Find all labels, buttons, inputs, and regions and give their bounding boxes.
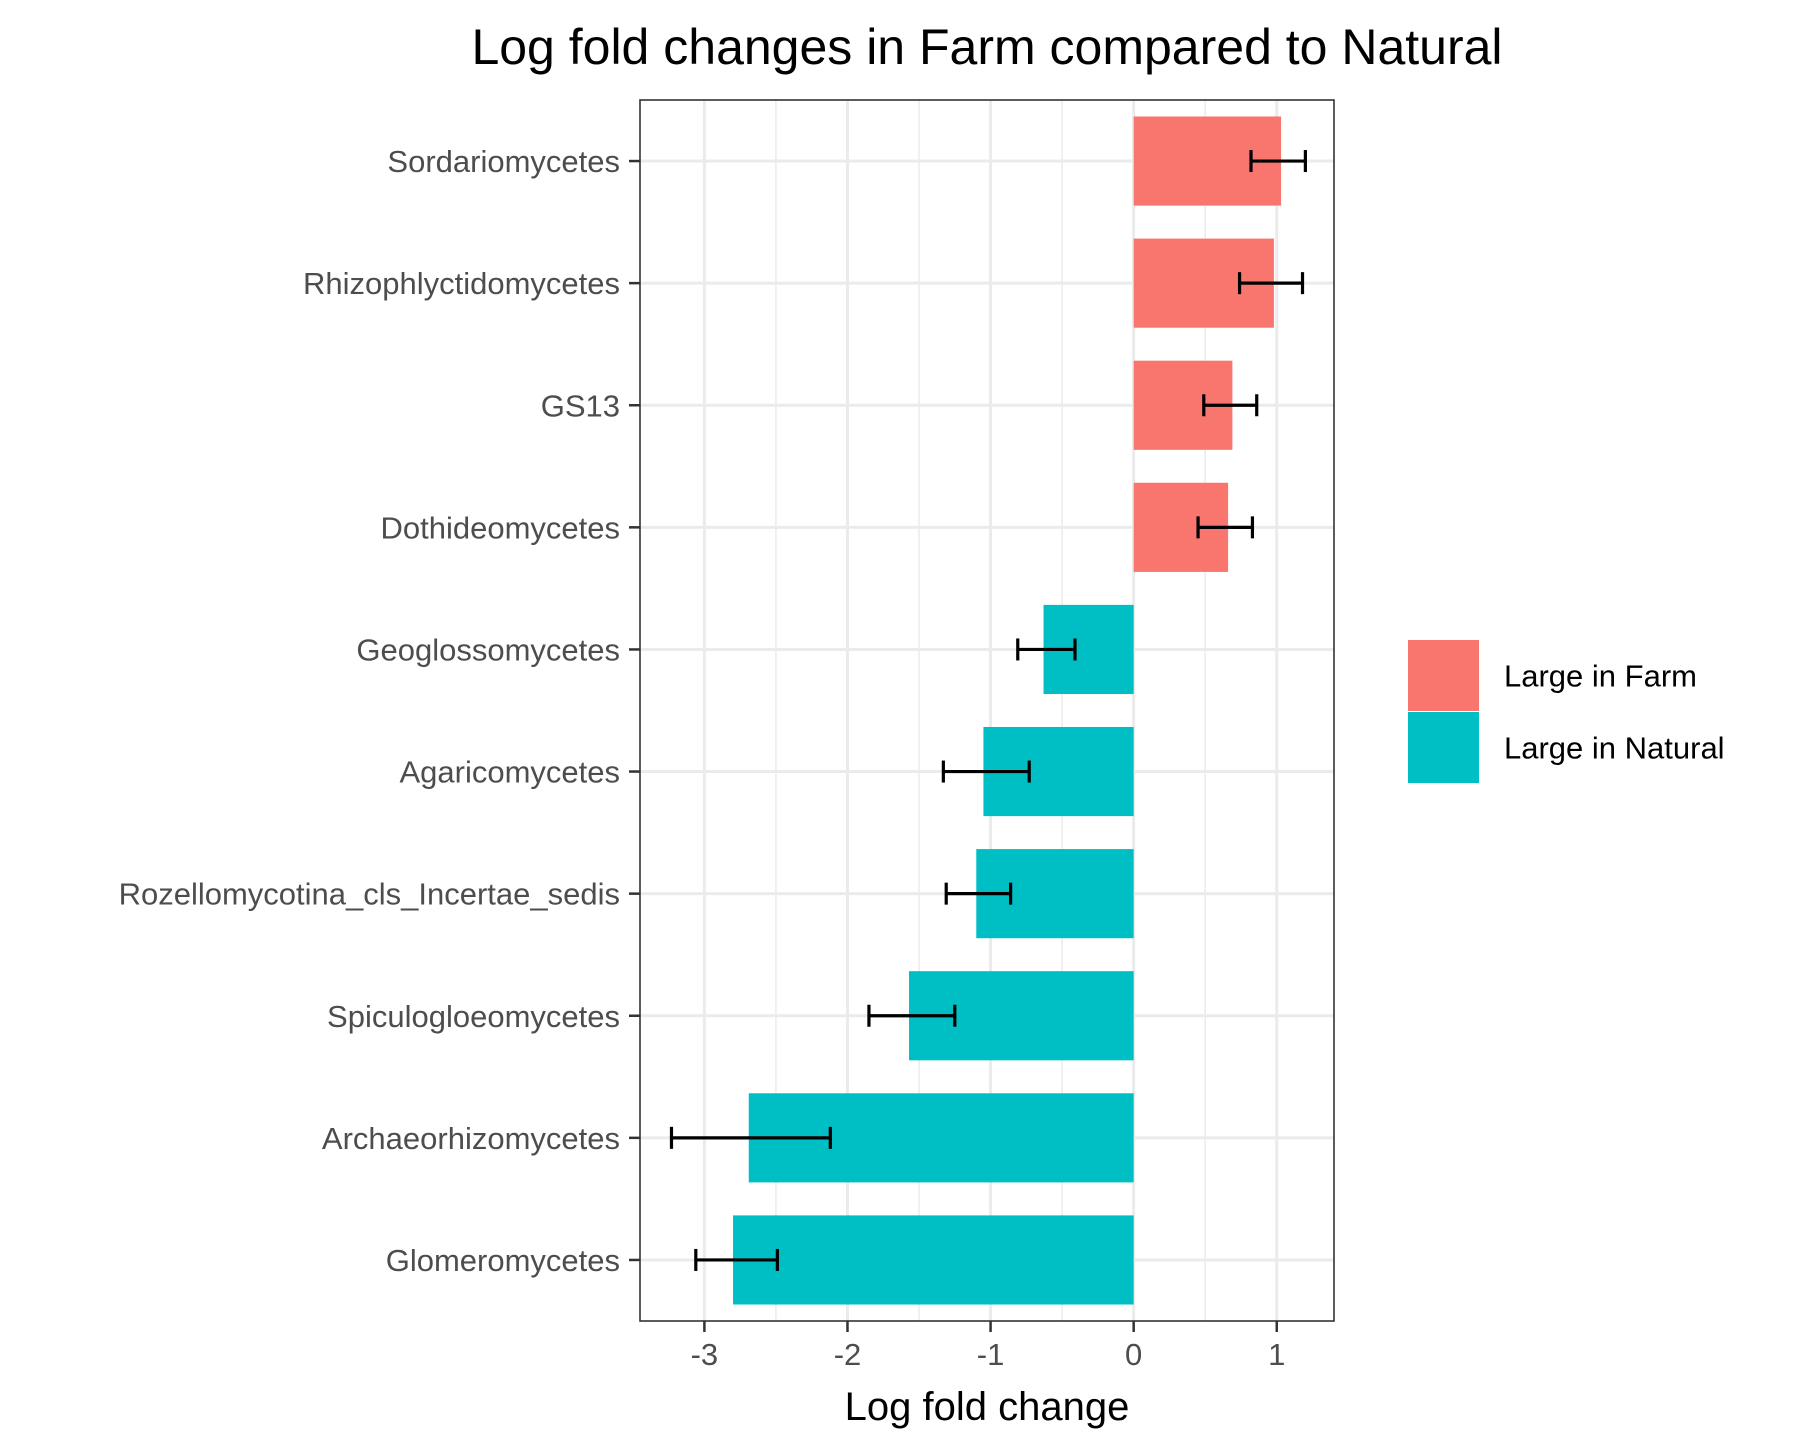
error-bars <box>669 150 1307 1271</box>
x-tick-label: 0 <box>1125 1337 1142 1372</box>
category-label: Spiculogloeomycetes <box>327 999 620 1034</box>
category-label: Rozellomycotina_cls_Incertae_sedis <box>119 877 620 912</box>
category-label: Dothideomycetes <box>380 510 620 545</box>
x-tick-label: -2 <box>834 1337 862 1372</box>
category-label: GS13 <box>541 388 620 423</box>
x-tick-label: -1 <box>977 1337 1005 1372</box>
category-label: Geoglossomycetes <box>356 632 620 667</box>
x-axis: -3 -2 -1 0 1 <box>691 1321 1285 1372</box>
legend-swatch <box>1408 712 1479 783</box>
category-label: Sordariomycetes <box>387 144 620 179</box>
x-tick-label: -3 <box>691 1337 719 1372</box>
category-label: Glomeromycetes <box>386 1243 620 1278</box>
panel-border <box>639 99 1335 1322</box>
category-label: Agaricomycetes <box>399 755 620 790</box>
x-tick-label: 1 <box>1268 1337 1285 1372</box>
legend-label: Large in Farm <box>1504 659 1697 694</box>
y-axis: Sordariomycetes Rhizophlyctidomycetes GS13… <box>119 144 640 1278</box>
category-label: Archaeorhizomycetes <box>322 1121 620 1156</box>
x-axis-title: Log fold change <box>845 1385 1130 1429</box>
chart-title: Log fold changes in Farm compared to Nat… <box>471 19 1502 75</box>
legend: Large in Farm Large in Natural <box>1408 640 1725 783</box>
category-label: Rhizophlyctidomycetes <box>303 266 620 301</box>
legend-label: Large in Natural <box>1504 731 1725 766</box>
legend-swatch <box>1408 640 1479 711</box>
bar <box>733 1215 1134 1305</box>
